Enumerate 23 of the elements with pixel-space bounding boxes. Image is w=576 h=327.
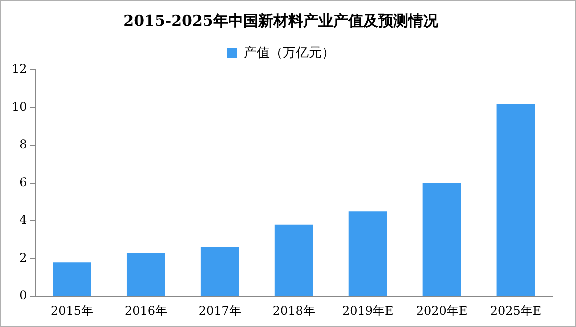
y-tick-label: 2 [20,250,28,265]
x-tick-label: 2025年E [490,304,542,318]
bar [496,104,536,296]
x-tick-label: 2015年 [50,304,94,318]
y-tick-label: 0 [20,288,28,303]
x-tick-label: 2020年E [416,304,468,318]
bar [422,183,462,296]
y-tick-label: 6 [20,175,28,190]
x-tick-label: 2017年 [198,304,242,318]
y-tick-label: 8 [20,138,28,152]
x-tick-label: 2016年 [124,304,168,318]
bar [348,212,388,296]
x-tick-label: 2019年E [342,304,394,318]
y-tick-label: 4 [20,213,28,228]
bar [126,253,166,296]
x-tick-label: 2018年 [272,304,316,318]
chart-title: 2015-2025年中国新材料产业产值及预测情况 [124,12,440,30]
bar [53,262,92,296]
y-tick-label: 10 [12,100,28,114]
bar [200,248,240,296]
bar [274,224,314,296]
legend-label: 产值（万亿元） [244,46,335,61]
y-tick-label: 12 [12,62,28,76]
